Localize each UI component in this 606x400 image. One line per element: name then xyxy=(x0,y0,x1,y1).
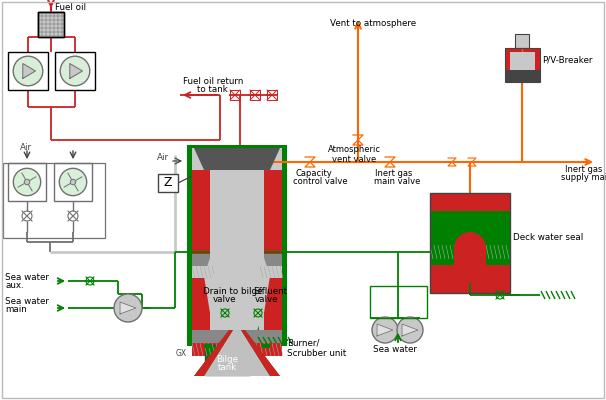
Circle shape xyxy=(60,56,90,86)
Bar xyxy=(262,344,270,348)
Text: Atmospheric: Atmospheric xyxy=(328,146,381,154)
Polygon shape xyxy=(120,302,136,314)
Bar xyxy=(192,336,282,356)
Polygon shape xyxy=(454,248,486,283)
Text: Bilge: Bilge xyxy=(216,356,238,364)
Bar xyxy=(158,174,178,192)
Text: Capacity: Capacity xyxy=(296,168,333,178)
Text: to tank: to tank xyxy=(197,86,228,94)
Polygon shape xyxy=(23,64,35,78)
Bar xyxy=(430,231,510,245)
Text: Fuel oil return: Fuel oil return xyxy=(183,78,244,86)
Bar xyxy=(8,163,46,201)
Text: P/V-Breaker: P/V-Breaker xyxy=(542,56,593,64)
Bar xyxy=(250,90,260,100)
Text: valve: valve xyxy=(213,296,236,304)
Text: vent valve: vent valve xyxy=(332,154,376,164)
Bar xyxy=(3,163,105,238)
Polygon shape xyxy=(70,64,82,78)
Polygon shape xyxy=(377,324,393,336)
Text: main valve: main valve xyxy=(374,176,421,186)
Text: Inert gas: Inert gas xyxy=(375,168,412,178)
Bar xyxy=(192,148,282,340)
Text: Fuel oil: Fuel oil xyxy=(55,2,86,12)
Text: Inert gas: Inert gas xyxy=(565,166,602,174)
Polygon shape xyxy=(194,330,280,376)
Circle shape xyxy=(397,317,423,343)
Bar xyxy=(505,48,540,82)
Circle shape xyxy=(24,179,30,185)
Polygon shape xyxy=(194,148,280,170)
Circle shape xyxy=(13,56,43,86)
Polygon shape xyxy=(204,330,270,376)
Bar xyxy=(192,254,282,266)
Text: Effluent: Effluent xyxy=(253,288,287,296)
Text: Sea water: Sea water xyxy=(373,346,417,354)
Bar xyxy=(264,170,282,258)
Text: Burner/: Burner/ xyxy=(287,338,319,348)
Text: control valve: control valve xyxy=(293,176,348,186)
Bar xyxy=(505,48,540,82)
Bar xyxy=(210,170,264,258)
Bar xyxy=(204,344,212,348)
Bar xyxy=(192,170,210,258)
Text: Sea water: Sea water xyxy=(5,274,49,282)
Bar xyxy=(214,263,260,313)
Text: supply main: supply main xyxy=(561,174,606,182)
Circle shape xyxy=(13,168,41,196)
Circle shape xyxy=(114,294,142,322)
Text: Drain to bilge: Drain to bilge xyxy=(203,288,262,296)
Circle shape xyxy=(372,317,398,343)
Bar xyxy=(205,345,250,375)
Bar xyxy=(54,163,92,201)
Bar xyxy=(38,12,64,37)
Bar xyxy=(38,12,64,37)
Bar xyxy=(430,193,510,293)
Bar xyxy=(515,34,529,48)
Text: Sea water: Sea water xyxy=(5,298,49,306)
Text: valve: valve xyxy=(255,296,279,304)
Bar xyxy=(8,52,48,90)
Text: main: main xyxy=(5,306,27,314)
Text: GX: GX xyxy=(176,348,187,358)
Polygon shape xyxy=(229,330,245,344)
Bar xyxy=(430,193,510,293)
Bar xyxy=(192,330,282,343)
Text: tank: tank xyxy=(218,364,236,372)
Polygon shape xyxy=(194,330,233,376)
Polygon shape xyxy=(264,278,282,340)
Text: Air: Air xyxy=(157,154,169,162)
Bar xyxy=(370,286,427,318)
Bar xyxy=(510,52,535,78)
Text: Air: Air xyxy=(20,142,32,152)
Bar xyxy=(505,70,540,82)
Circle shape xyxy=(454,232,486,264)
Text: aux.: aux. xyxy=(5,282,24,290)
Circle shape xyxy=(70,179,76,185)
Bar xyxy=(267,90,277,100)
Polygon shape xyxy=(241,330,280,376)
Text: Scrubber unit: Scrubber unit xyxy=(287,348,346,358)
Bar xyxy=(230,90,240,100)
Text: Deck water seal: Deck water seal xyxy=(513,234,583,242)
Bar xyxy=(55,52,95,90)
Circle shape xyxy=(59,168,87,196)
Bar xyxy=(187,145,287,346)
Polygon shape xyxy=(204,170,270,338)
Polygon shape xyxy=(402,324,418,336)
Text: Vent to atmosphere: Vent to atmosphere xyxy=(330,18,416,28)
Text: Z: Z xyxy=(164,176,172,190)
Bar xyxy=(430,211,510,265)
Polygon shape xyxy=(192,278,210,340)
